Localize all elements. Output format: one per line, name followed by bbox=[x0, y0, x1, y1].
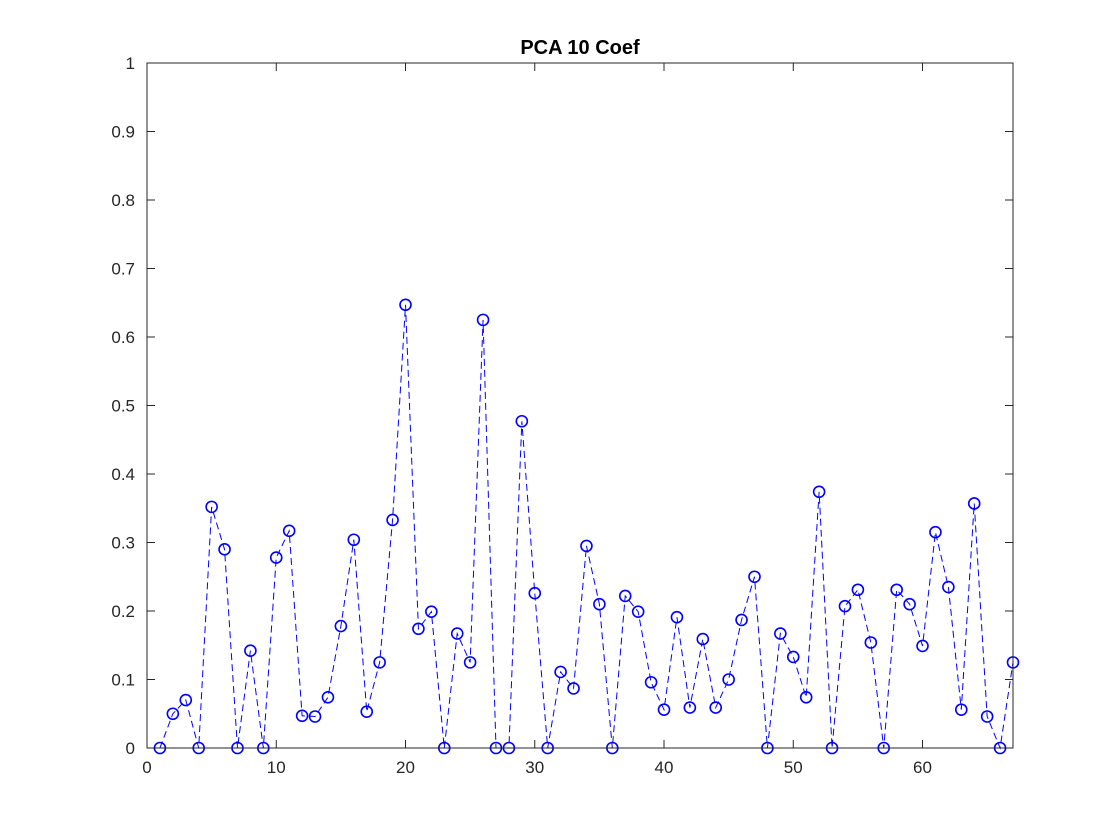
y-tick-label: 0.9 bbox=[111, 123, 135, 142]
data-point bbox=[980, 710, 994, 723]
data-point bbox=[244, 644, 257, 658]
axes: 00.10.20.30.40.50.60.70.80.910 10 20 30 40 50… bbox=[111, 54, 1014, 777]
data-point bbox=[399, 298, 412, 312]
data-point bbox=[967, 497, 981, 510]
data-point bbox=[670, 610, 684, 624]
data-point bbox=[515, 414, 529, 428]
data-point bbox=[179, 693, 193, 707]
data-point bbox=[347, 533, 361, 547]
y-tick-label: 0.8 bbox=[111, 191, 135, 210]
data-point bbox=[425, 605, 438, 618]
y-tick-label: 0.1 bbox=[111, 671, 135, 690]
data-point bbox=[851, 583, 865, 597]
data-point bbox=[567, 682, 580, 695]
data-point bbox=[218, 543, 231, 556]
data-point bbox=[554, 665, 567, 679]
data-point bbox=[528, 586, 542, 600]
data-point bbox=[166, 707, 180, 721]
y-tick-label: 0.2 bbox=[111, 602, 135, 621]
data-point bbox=[373, 656, 386, 669]
data-point bbox=[295, 709, 309, 723]
data-point bbox=[282, 524, 296, 538]
y-tick-label: 0 bbox=[126, 739, 135, 758]
data-point bbox=[476, 313, 490, 327]
series-line bbox=[159, 304, 1014, 750]
data-point bbox=[580, 539, 593, 553]
data-point bbox=[864, 636, 878, 649]
data-point bbox=[916, 639, 929, 653]
axes-box bbox=[146, 62, 1014, 749]
data-point bbox=[593, 597, 606, 611]
data-point bbox=[321, 691, 335, 704]
x-tick-label: 50 bbox=[784, 758, 803, 777]
data-point bbox=[812, 485, 826, 499]
x-tick-label: 10 bbox=[267, 758, 286, 777]
data-point bbox=[735, 613, 748, 627]
data-point bbox=[334, 619, 348, 633]
data-point bbox=[903, 597, 916, 611]
y-tick-label: 0.6 bbox=[111, 328, 135, 347]
x-tick-label: 30 bbox=[525, 758, 544, 777]
x-tick-label: 20 bbox=[396, 758, 415, 777]
data-point bbox=[412, 622, 425, 636]
data-point bbox=[618, 589, 632, 603]
data-point bbox=[786, 650, 800, 664]
x-tick-label: 0 bbox=[142, 758, 151, 777]
y-tick-label: 0.4 bbox=[111, 465, 135, 484]
data-point bbox=[308, 710, 322, 723]
data-point bbox=[890, 583, 903, 597]
y-tick-label: 1 bbox=[126, 54, 135, 73]
data-point bbox=[942, 580, 955, 594]
data-point bbox=[631, 605, 645, 618]
data-point bbox=[683, 701, 697, 714]
data-point bbox=[838, 599, 852, 613]
data-point bbox=[644, 675, 658, 689]
x-tick-label: 60 bbox=[913, 758, 932, 777]
y-tick-label: 0.5 bbox=[111, 397, 135, 416]
plot-area bbox=[153, 298, 1020, 755]
chart-title: PCA 10 Coef bbox=[520, 37, 640, 59]
data-point bbox=[954, 703, 968, 716]
data-point bbox=[657, 703, 671, 716]
data-point bbox=[929, 525, 942, 539]
data-point bbox=[799, 691, 813, 704]
data-point bbox=[386, 513, 399, 527]
data-point bbox=[722, 673, 735, 686]
y-tick-label: 0.7 bbox=[111, 260, 135, 279]
data-point bbox=[709, 701, 723, 714]
data-point bbox=[748, 570, 761, 584]
data-point bbox=[696, 632, 710, 646]
data-point bbox=[463, 656, 477, 669]
data-point bbox=[774, 627, 787, 640]
data-point bbox=[205, 500, 218, 514]
data-point bbox=[450, 627, 464, 640]
data-point bbox=[360, 705, 374, 718]
data-point bbox=[269, 551, 283, 564]
y-tick-label: 0.3 bbox=[111, 534, 135, 553]
x-tick-label: 40 bbox=[655, 758, 674, 777]
